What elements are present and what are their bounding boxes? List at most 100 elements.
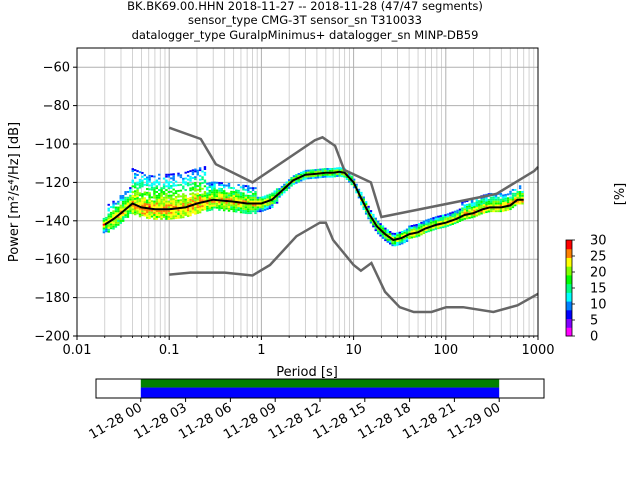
histogram-cell: [143, 183, 147, 186]
title-line-2: sensor_type CMG-3T sensor_sn T310033: [188, 13, 422, 27]
histogram-cell: [333, 173, 337, 176]
histogram-cell: [494, 208, 498, 211]
y-tick-label: −120: [34, 176, 70, 191]
histogram-cell: [165, 194, 168, 197]
histogram-cell: [150, 211, 154, 214]
histogram-cell: [485, 201, 488, 204]
histogram-cell: [213, 195, 216, 197]
histogram-cell: [251, 198, 255, 201]
histogram-cell: [117, 202, 120, 205]
histogram-cell: [107, 213, 110, 216]
histogram-cell: [153, 217, 156, 220]
histogram-cell: [449, 223, 452, 226]
histogram-cell: [150, 205, 154, 208]
histogram-cell: [379, 232, 382, 235]
x-tick-label: 1000: [521, 343, 554, 358]
histogram-cell: [177, 211, 180, 213]
histogram-cell: [189, 200, 192, 203]
histogram-cell: [155, 200, 159, 203]
histogram-cell: [475, 201, 479, 204]
histogram-cell: [336, 167, 339, 170]
histogram-cell: [343, 175, 346, 178]
histogram-cell: [254, 206, 257, 209]
histogram-cell: [210, 191, 214, 194]
histogram-cell: [247, 194, 250, 197]
histogram-cell: [170, 185, 173, 187]
histogram-cell: [232, 208, 236, 211]
histogram-cell: [119, 198, 122, 201]
histogram-cell: [249, 210, 252, 213]
noise-model-low-curve: [169, 221, 539, 314]
histogram-cell: [213, 181, 216, 184]
histogram-cell: [437, 225, 440, 228]
histogram-cell: [398, 239, 402, 242]
histogram-cell: [198, 167, 202, 170]
histogram-cell: [237, 197, 240, 200]
histogram-cell: [153, 215, 156, 218]
histogram-cell: [480, 199, 483, 202]
histogram-cell: [218, 183, 221, 186]
histogram-cell: [321, 168, 325, 171]
histogram-cell: [497, 202, 500, 205]
histogram-cell: [133, 196, 137, 198]
histogram-cell: [206, 194, 209, 197]
histogram-cell: [107, 226, 110, 229]
histogram-cell: [271, 200, 274, 203]
histogram-cell: [251, 187, 255, 190]
histogram-cell: [490, 198, 493, 201]
histogram-cell: [432, 217, 435, 220]
histogram-cell: [105, 230, 108, 233]
histogram-cell: [210, 193, 214, 196]
histogram-cell: [321, 170, 325, 173]
histogram-cell: [463, 206, 466, 209]
histogram-cell: [441, 226, 445, 229]
histogram-cell: [208, 186, 211, 189]
histogram-cell: [126, 212, 130, 215]
histogram-cell: [372, 213, 375, 216]
histogram-cell: [247, 187, 250, 190]
histogram-cell: [502, 198, 505, 201]
histogram-cell: [167, 214, 171, 216]
histogram-cell: [153, 202, 156, 205]
histogram-cell: [235, 189, 238, 192]
histogram-cell: [198, 199, 202, 202]
histogram-cell: [497, 198, 500, 201]
histogram-cell: [215, 202, 219, 205]
histogram-cell: [506, 193, 510, 196]
histogram-cell: [463, 217, 466, 220]
histogram-cell: [107, 228, 110, 231]
histogram-cell: [425, 231, 428, 233]
histogram-cell: [278, 193, 281, 196]
colorbar-segment: [566, 240, 572, 250]
histogram-cell: [174, 192, 178, 195]
histogram-cell: [119, 218, 122, 221]
histogram-cell: [331, 169, 334, 172]
histogram-cell: [242, 207, 245, 210]
histogram-cell: [220, 203, 223, 206]
histogram-cell: [251, 204, 255, 207]
histogram-cell: [133, 192, 137, 195]
histogram-cell: [441, 214, 445, 217]
histogram-cell: [107, 215, 110, 218]
histogram-cell: [194, 201, 197, 204]
histogram-cell: [153, 200, 156, 203]
histogram-cell: [206, 196, 209, 199]
histogram-cell: [174, 199, 178, 202]
histogram-cell: [470, 210, 474, 213]
histogram-cell: [141, 214, 144, 217]
histogram-cell: [261, 196, 264, 199]
histogram-cell: [136, 210, 139, 213]
histogram-cell: [441, 224, 445, 227]
histogram-cell: [328, 169, 332, 172]
histogram-cell: [162, 216, 166, 218]
histogram-cell: [295, 174, 298, 177]
histogram-cell: [186, 199, 190, 202]
histogram-cell: [369, 221, 373, 224]
histogram-cell: [261, 205, 264, 208]
histogram-cell: [189, 183, 192, 186]
histogram-cell: [516, 192, 519, 195]
histogram-cell: [129, 198, 132, 201]
histogram-cell: [174, 190, 178, 193]
histogram-cell: [446, 219, 450, 221]
histogram-cell: [182, 197, 185, 199]
